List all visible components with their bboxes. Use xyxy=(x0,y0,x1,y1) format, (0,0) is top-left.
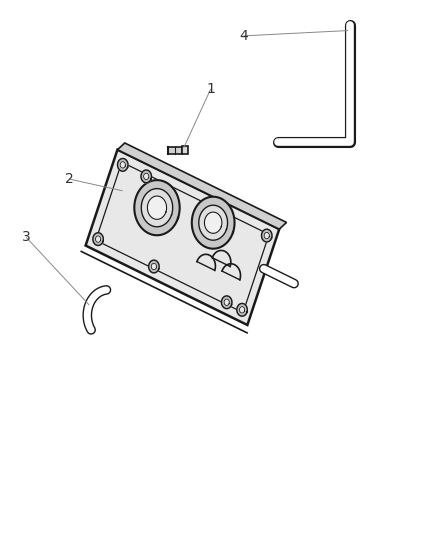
Polygon shape xyxy=(223,299,229,305)
Polygon shape xyxy=(141,189,172,227)
Polygon shape xyxy=(148,260,159,273)
Polygon shape xyxy=(120,161,125,168)
Polygon shape xyxy=(264,232,269,239)
Text: 2: 2 xyxy=(64,172,73,186)
Polygon shape xyxy=(117,158,128,171)
Polygon shape xyxy=(93,233,103,246)
Polygon shape xyxy=(204,212,221,233)
Polygon shape xyxy=(151,263,156,270)
Polygon shape xyxy=(237,303,247,316)
Polygon shape xyxy=(141,170,151,183)
Polygon shape xyxy=(221,296,231,309)
Polygon shape xyxy=(147,196,166,220)
Polygon shape xyxy=(134,180,179,235)
Text: 3: 3 xyxy=(22,230,31,244)
Polygon shape xyxy=(143,173,148,180)
Polygon shape xyxy=(191,197,234,249)
FancyBboxPatch shape xyxy=(167,147,181,154)
Polygon shape xyxy=(85,150,279,325)
Polygon shape xyxy=(239,306,244,313)
Polygon shape xyxy=(95,236,100,243)
FancyBboxPatch shape xyxy=(181,146,187,155)
Text: 4: 4 xyxy=(239,29,247,43)
Polygon shape xyxy=(117,143,286,229)
Polygon shape xyxy=(198,205,227,240)
Polygon shape xyxy=(261,229,272,242)
Text: 1: 1 xyxy=(206,82,215,96)
